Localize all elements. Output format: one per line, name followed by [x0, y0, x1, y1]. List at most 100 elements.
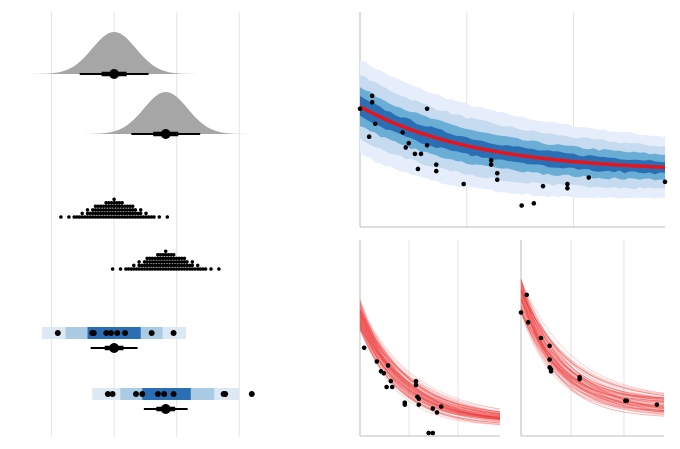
quantile-dot-2-9-1	[136, 211, 140, 216]
posterior-draw-line-11	[520, 285, 665, 410]
quantile-dot-3-8-0	[185, 267, 189, 271]
quantile-dot-2-4-0	[123, 215, 127, 219]
quantile-dot-3-14-0	[201, 267, 205, 271]
observation-point-2	[369, 93, 375, 99]
quantile-dot-3-3-0	[171, 267, 176, 271]
quantile-dot-2--2-0	[107, 215, 111, 219]
quantile-dot-2-3-1	[120, 211, 124, 216]
posterior-draw-line-0	[520, 299, 665, 399]
posterior-draw-line-61	[520, 296, 665, 404]
quantile-dot-2--8-2	[91, 208, 95, 212]
observation-point-0	[361, 345, 367, 351]
observation-point-10	[424, 143, 430, 148]
posterior-draw-line-30	[520, 306, 665, 408]
quantile-dot-2-0-5	[112, 197, 116, 202]
observation-point-26	[662, 179, 668, 185]
quantile-dot-3--7-1	[145, 263, 149, 268]
quantile-dot-2-5-2	[125, 208, 130, 212]
posterior-draw-line-6	[520, 312, 665, 412]
quantile-dot-3-1-2	[166, 260, 171, 264]
observation-point-15	[430, 406, 436, 411]
quantile-dot-2--1-3	[109, 204, 114, 209]
quantile-dot-2-5-1	[125, 211, 130, 216]
posterior-draw-line-55	[359, 317, 501, 417]
posterior-draw-line-29	[359, 322, 501, 418]
quantile-dot-3-1-1	[166, 263, 171, 268]
observation-point-18	[494, 177, 500, 182]
posterior-draw-line-71	[359, 308, 501, 413]
quantile-dot-2--1-4	[109, 201, 114, 205]
observation-point-5-8	[222, 391, 229, 397]
posterior-draw-line-52	[520, 287, 665, 399]
posterior-draw-line-67	[520, 311, 665, 398]
quantile-dot-2-8-2	[133, 208, 138, 212]
posterior-draw-line-58	[359, 324, 501, 413]
quantile-dot-2--6-2	[96, 208, 100, 212]
observation-point-13	[433, 162, 439, 167]
quantile-dot-3-3-1	[171, 263, 176, 268]
posterior-draw-line-8	[520, 279, 665, 417]
posterior-draw-line-38	[359, 327, 501, 420]
quantile-dot-3-7-3	[182, 256, 187, 261]
posterior-draw-line-20	[520, 281, 665, 402]
quantile-dot-3--7-2	[145, 260, 149, 264]
quantile-dot-3--2-3	[158, 256, 163, 261]
quantile-dot-3--6-1	[148, 263, 152, 268]
observation-point-1	[374, 359, 380, 364]
posterior-draw-line-73	[520, 294, 665, 403]
posterior-draw-line-60	[359, 315, 501, 414]
quantile-dot-3--10-1	[137, 263, 141, 268]
quantile-dot-3-17-0	[209, 267, 213, 271]
observation-point-24	[565, 181, 570, 187]
posterior-draw-line-37	[520, 283, 665, 400]
quantile-dot-2--12-0	[80, 215, 84, 219]
quantile-dot-2-2-2	[117, 208, 122, 212]
posterior-draw-line-56	[359, 310, 501, 424]
posterior-draw-line-71	[520, 278, 665, 402]
band-50-4	[87, 327, 141, 339]
posterior-draw-line-25	[359, 328, 501, 417]
posterior-draw-line-5	[359, 310, 501, 415]
quantile-dot-2-1-2	[115, 208, 119, 212]
quantile-dot-2-7-3	[130, 204, 135, 209]
quantile-dot-2-12-1	[144, 211, 148, 216]
quantile-dot-3-3-3	[171, 256, 176, 261]
posterior-draw-line-49	[520, 311, 665, 412]
posterior-draw-line-52	[359, 304, 501, 418]
quantile-dot-3--9-1	[140, 263, 144, 268]
quantile-dot-3--12-0	[132, 267, 136, 271]
quantile-dot-3--20-0	[110, 267, 115, 271]
posterior-draw-line-4	[520, 295, 665, 409]
quantile-dot-2--20-0	[59, 215, 63, 219]
posterior-draw-line-35	[359, 312, 501, 418]
fitted-line	[359, 105, 666, 170]
quantile-dot-3--9-0	[140, 267, 144, 271]
posterior-draw-line-15	[359, 311, 501, 418]
posterior-draw-line-55	[520, 299, 665, 407]
observation-point-6	[403, 145, 409, 150]
observation-point-19	[494, 170, 500, 176]
posterior-draw-line-23	[359, 323, 501, 417]
observation-point-7	[406, 140, 412, 146]
posterior-draw-line-7	[520, 292, 665, 415]
posterior-draw-line-18	[359, 302, 501, 420]
quantile-dot-2--1-0	[109, 215, 114, 219]
quantile-dot-2--10-0	[85, 215, 90, 219]
quantile-dot-2--8-1	[91, 211, 95, 216]
quantile-dot-3-9-0	[187, 267, 192, 271]
quantile-dot-3-3-4	[171, 253, 176, 257]
quantile-dot-2-0-0	[112, 215, 116, 219]
quantile-dot-2-9-0	[136, 215, 140, 219]
observation-point-13	[416, 396, 422, 402]
quantile-dot-2-10-0	[138, 215, 143, 219]
quantile-dot-2--1-1	[109, 211, 114, 216]
quantile-dot-2--14-0	[75, 215, 79, 219]
posterior-draw-line-79	[359, 302, 501, 414]
posterior-draw-line-21	[359, 302, 501, 417]
posterior-draw-line-66	[520, 309, 665, 407]
observation-point-5	[547, 343, 552, 349]
quantile-dot-3--17-0	[118, 267, 123, 271]
quantile-dot-3--2-2	[158, 260, 163, 264]
